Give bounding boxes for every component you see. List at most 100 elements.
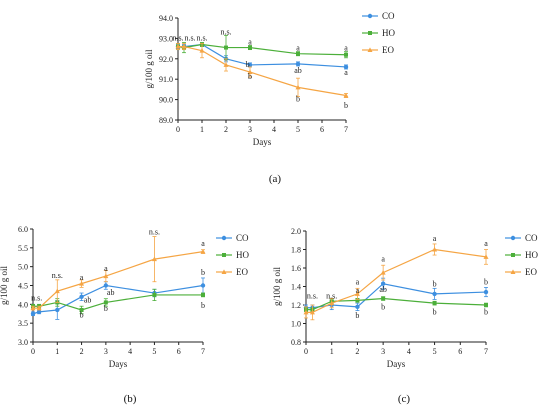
significance-label: b [381, 303, 385, 312]
data-point-co [103, 283, 109, 288]
y-tick-label: 92.0 [159, 55, 173, 64]
significance-label: a [484, 239, 488, 248]
data-point-co [247, 62, 253, 68]
panel-b: 3.0 3.5 4.0 4.5 5.0 5.5 6.0 0 1 2 3 4 5 6 7 Days g/100 g… [0, 225, 249, 405]
data-point-eo [30, 305, 36, 311]
data-point-eo [54, 288, 60, 294]
y-tick-label: 2.0 [291, 227, 301, 236]
y-tick-label: 5.5 [18, 244, 28, 253]
legend-label-co: CO [525, 233, 538, 243]
data-point-eo [199, 48, 205, 53]
significance-label: b [201, 301, 205, 310]
x-tick-label: 0 [31, 347, 35, 356]
data-point-co [355, 304, 360, 310]
significance-label: b [484, 307, 488, 316]
data-point-eo [247, 69, 253, 75]
data-point-eo [295, 84, 301, 90]
data-point-eo [343, 92, 349, 98]
x-tick-label: 2 [355, 347, 359, 356]
data-point-co [30, 311, 36, 316]
y-tick-label: 3.0 [18, 338, 28, 347]
y-tick-label: 89.0 [159, 116, 173, 125]
x-axis-label: Days [253, 137, 272, 147]
y-tick-label: 93.0 [159, 34, 173, 43]
significance-label: b [484, 278, 488, 287]
significance-label: b [433, 307, 437, 316]
significance-label: n.s. [52, 271, 63, 280]
data-point-eo [200, 249, 206, 254]
significance-label: b [433, 280, 437, 289]
significance-label: b [355, 311, 359, 320]
legend-label-co: CO [382, 11, 395, 21]
significance-label: b [104, 304, 108, 313]
x-tick-label: 1 [55, 347, 59, 356]
x-tick-label: 5 [433, 347, 437, 356]
data-point-ho [344, 52, 348, 57]
y-tick-label: 1.2 [291, 301, 301, 310]
x-tick-label: 3 [248, 125, 252, 134]
legend-marker-eo [510, 269, 516, 274]
significance-label: a [381, 255, 385, 264]
legend-label-eo: EO [525, 267, 537, 277]
data-point-eo [380, 270, 386, 275]
significance-label: a [201, 239, 205, 248]
significance-label: b [246, 60, 250, 69]
x-tick-label: 6 [458, 347, 462, 356]
significance-label: a [356, 286, 360, 295]
x-axis-label: Days [387, 359, 406, 369]
data-point-eo [175, 43, 181, 49]
data-point-eo [36, 305, 42, 311]
significance-label: n.s. [220, 27, 231, 36]
y-axis-label: g/100 g oil [272, 267, 282, 307]
significance-label: a [344, 44, 348, 53]
significance-label: a [433, 234, 437, 243]
data-point-eo [181, 43, 187, 49]
x-tick-label: 3 [104, 347, 108, 356]
data-point-eo [79, 281, 85, 286]
significance-label: a [80, 273, 84, 282]
x-tick-label: 6 [320, 125, 324, 134]
panel-a: 89.0 90.0 91.0 92.0 93.0 94.0 0 1 2 3 4 5 6 7 Days g/10… [144, 11, 395, 185]
data-point-ho [201, 292, 205, 297]
significance-label: a [296, 44, 300, 53]
significance-label: b [344, 101, 348, 110]
y-tick-label: 1.0 [291, 320, 301, 329]
legend-marker-co [510, 235, 516, 241]
data-point-ho [79, 307, 84, 312]
significance-label: n.s. [196, 33, 207, 42]
data-point-co [380, 281, 386, 286]
x-tick-label: 3 [381, 347, 385, 356]
y-tick-label: 6.0 [18, 225, 28, 234]
y-axis-label: g/100 g oil [144, 49, 154, 89]
data-point-co [483, 289, 489, 295]
x-tick-label: 0 [176, 125, 180, 134]
data-point-co [79, 294, 84, 299]
data-point-eo [483, 254, 489, 259]
panel-label: (a) [269, 173, 282, 185]
data-point-ho [152, 292, 157, 297]
data-point-co [295, 61, 301, 67]
significance-label: n.s. [149, 228, 160, 237]
y-tick-label: 1.8 [291, 246, 301, 255]
data-point-eo [303, 309, 309, 315]
y-tick-label: 3.5 [18, 319, 28, 328]
x-tick-label: 7 [484, 347, 488, 356]
significance-label: b [248, 72, 252, 81]
x-tick-label: 1 [330, 347, 334, 356]
y-tick-label: 4.0 [18, 300, 28, 309]
data-point-co [200, 283, 206, 288]
significance-label: b [80, 311, 84, 320]
legend-label-eo: EO [382, 45, 394, 55]
y-tick-label: 1.6 [291, 264, 301, 273]
data-point-ho [432, 301, 437, 306]
data-point-ho [355, 298, 360, 303]
panel-label: (c) [398, 393, 411, 405]
y-tick-label: 5.0 [18, 263, 28, 272]
data-point-ho [381, 296, 386, 301]
data-point-eo [432, 246, 438, 252]
data-point-co [432, 291, 437, 297]
legend-label-ho: HO [525, 250, 538, 260]
y-tick-label: 91.0 [159, 75, 173, 84]
x-tick-label: 5 [296, 125, 300, 134]
